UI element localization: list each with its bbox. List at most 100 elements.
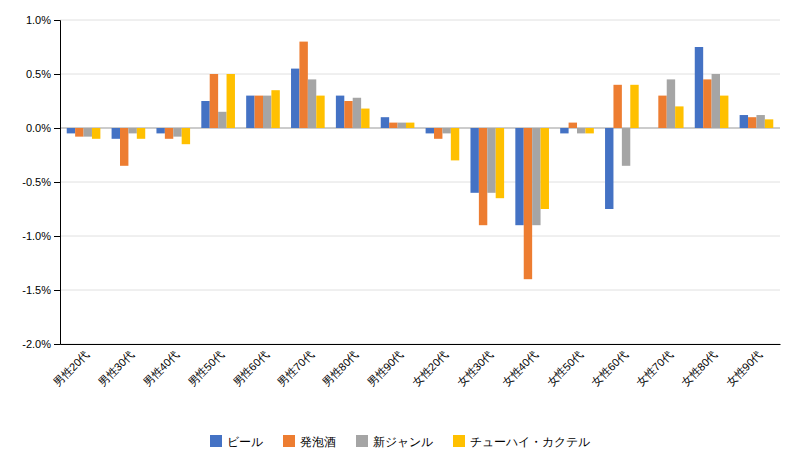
legend-label: チューハイ・カクテル [470, 435, 590, 449]
y-tick-label: -2.0% [22, 338, 51, 350]
bar [210, 74, 218, 128]
bar [344, 101, 352, 128]
x-tick-label: 女性40代 [500, 348, 540, 388]
x-tick-label: 女性50代 [545, 348, 585, 388]
x-tick-label: 女性70代 [634, 348, 674, 388]
x-tick-label: 男性90代 [365, 348, 405, 388]
legend-item: 発泡酒 [283, 435, 336, 449]
bars [67, 42, 774, 280]
plot: -2.0%-1.5%-1.0%-0.5%0.0%0.5%1.0%男性20代男性3… [22, 14, 780, 389]
y-tick-mark [54, 290, 60, 291]
bar [291, 69, 299, 128]
x-tick-label: 女性60代 [589, 348, 629, 388]
bar [720, 96, 728, 128]
x-tick: 男性30代 [96, 348, 136, 388]
bar [128, 128, 136, 133]
x-tick-label: 女性90代 [724, 348, 764, 388]
bar [605, 128, 613, 209]
bar-series [67, 47, 748, 225]
y-axis-line [54, 21, 61, 345]
x-tick: 女性90代 [724, 348, 764, 388]
grid [60, 20, 780, 344]
y-tick-mark [54, 20, 60, 21]
x-tick: 女性70代 [634, 348, 674, 388]
bar [695, 47, 703, 128]
x-tick: 男性50代 [186, 348, 226, 388]
x-tick-label: 女性80代 [679, 348, 719, 388]
x-tick-label: 男性20代 [51, 348, 91, 388]
bar [650, 128, 658, 129]
y-tick: -0.5% [22, 176, 60, 188]
y-tick-label: 0.5% [26, 68, 51, 80]
bar [658, 96, 666, 128]
bar [442, 128, 450, 133]
legend-swatch [283, 435, 295, 447]
bar [84, 128, 92, 137]
bar [622, 128, 630, 166]
bar [173, 128, 181, 137]
bar [515, 128, 523, 225]
bar [246, 96, 254, 128]
bar [67, 128, 75, 133]
bar [451, 128, 459, 160]
legend-item: チューハイ・カクテル [453, 435, 590, 449]
legend-label: ビール [227, 435, 263, 449]
x-tick: 男性60代 [230, 348, 270, 388]
chart-svg: -2.0%-1.5%-1.0%-0.5%0.0%0.5%1.0%男性20代男性3… [0, 0, 800, 459]
y-tick-mark [54, 182, 60, 183]
chart-container: -2.0%-1.5%-1.0%-0.5%0.0%0.5%1.0%男性20代男性3… [0, 0, 800, 459]
grid-line [60, 236, 780, 237]
bar [426, 128, 434, 133]
legend: ビール発泡酒新ジャンルチューハイ・カクテル [210, 435, 590, 449]
bar [271, 90, 279, 128]
bar-series [84, 74, 765, 225]
bar [630, 85, 638, 128]
x-tick: 男性80代 [320, 348, 360, 388]
x-tick: 男性70代 [275, 348, 315, 388]
bar [336, 96, 344, 128]
legend-item: ビール [210, 435, 263, 449]
bar [361, 109, 369, 128]
x-tick: 女性60代 [589, 348, 629, 388]
y-tick-label: -1.5% [22, 284, 51, 296]
grid-line [60, 182, 780, 183]
y-tick-label: -1.0% [22, 230, 51, 242]
bar [496, 128, 504, 198]
x-tick-label: 女性20代 [410, 348, 450, 388]
bar [532, 128, 540, 225]
bar [165, 128, 173, 139]
bar [585, 128, 593, 133]
x-tick: 女性50代 [545, 348, 585, 388]
x-tick-label: 男性60代 [230, 348, 270, 388]
grid-line [60, 290, 780, 291]
y-tick: -1.5% [22, 284, 60, 296]
bar [316, 96, 324, 128]
y-tick: -1.0% [22, 230, 60, 242]
x-tick: 女性20代 [410, 348, 450, 388]
y-tick: 0.5% [26, 68, 60, 80]
bar [675, 106, 683, 128]
bar [487, 128, 495, 193]
x-tick-label: 男性30代 [96, 348, 136, 388]
x-tick: 女性80代 [679, 348, 719, 388]
bar-series [75, 42, 756, 280]
bar [748, 117, 756, 128]
bar [765, 119, 773, 128]
y-tick-mark [54, 344, 60, 345]
x-tick-label: 男性40代 [141, 348, 181, 388]
x-tick-label: 男性70代 [275, 348, 315, 388]
bar [156, 128, 164, 133]
x-tick: 女性40代 [500, 348, 540, 388]
bar [255, 96, 263, 128]
legend-swatch [356, 435, 368, 447]
legend-swatch [210, 435, 222, 447]
x-tick-label: 男性50代 [186, 348, 226, 388]
bar [227, 74, 235, 128]
x-axis-line [61, 344, 781, 345]
bar [434, 128, 442, 139]
y-tick-label: 1.0% [26, 14, 51, 26]
bar [470, 128, 478, 193]
bar [541, 128, 549, 209]
bar [569, 123, 577, 128]
bar [712, 74, 720, 128]
